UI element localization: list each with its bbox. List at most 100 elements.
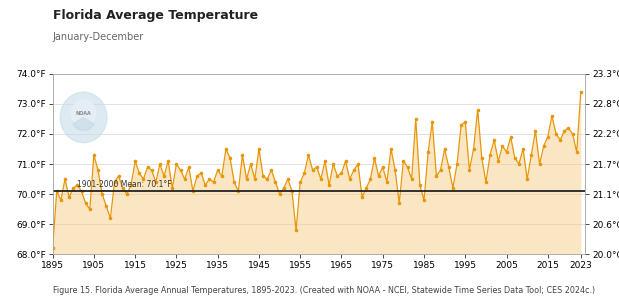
Point [114, 174, 124, 178]
Point [473, 107, 483, 112]
Point [279, 186, 288, 191]
Point [539, 144, 548, 148]
Point [481, 180, 491, 185]
Point [489, 138, 499, 142]
Point [254, 147, 264, 151]
Point [229, 180, 239, 185]
Point [85, 207, 95, 212]
Point [361, 186, 371, 191]
Point [233, 189, 243, 194]
Point [295, 180, 305, 185]
Point [477, 156, 487, 160]
Point [390, 168, 400, 172]
Point [171, 162, 181, 166]
Point [201, 183, 210, 188]
Point [151, 180, 161, 185]
Point [184, 165, 194, 169]
Point [370, 156, 379, 160]
Point [89, 153, 99, 157]
Point [378, 165, 387, 169]
Point [535, 162, 545, 166]
Point [155, 162, 165, 166]
Point [262, 177, 272, 182]
Point [411, 116, 421, 121]
Point [56, 198, 66, 203]
Point [493, 159, 503, 163]
Text: Figure 15. Florida Average Annual Temperatures, 1895-2023. (Created with NOAA - : Figure 15. Florida Average Annual Temper… [53, 286, 595, 295]
Point [225, 156, 235, 160]
Point [518, 147, 528, 151]
Point [345, 177, 355, 182]
Point [382, 180, 392, 185]
Point [287, 189, 297, 194]
Point [97, 192, 107, 197]
Point [271, 180, 280, 185]
Point [238, 153, 248, 157]
Point [555, 138, 565, 142]
Point [122, 192, 132, 197]
Point [353, 162, 363, 166]
Point [407, 177, 417, 182]
Point [419, 198, 429, 203]
Point [485, 153, 495, 157]
Point [452, 162, 462, 166]
Point [530, 129, 540, 133]
Point [399, 159, 409, 163]
Point [176, 168, 186, 172]
Point [188, 189, 198, 194]
Text: January-December: January-December [53, 32, 144, 42]
Point [448, 186, 458, 191]
Point [308, 168, 318, 172]
Point [394, 201, 404, 206]
Point [349, 168, 359, 172]
Point [543, 135, 553, 139]
Point [291, 228, 301, 233]
Point [105, 216, 115, 221]
Text: Florida Average Temperature: Florida Average Temperature [53, 9, 258, 22]
Point [52, 189, 62, 194]
Point [526, 153, 536, 157]
Point [147, 168, 157, 172]
Point [328, 162, 338, 166]
Point [126, 183, 136, 188]
Point [110, 180, 119, 185]
Point [498, 144, 508, 148]
Point [77, 189, 87, 194]
Point [337, 171, 347, 175]
Point [374, 174, 384, 178]
Point [68, 186, 78, 191]
Text: NOAA: NOAA [76, 111, 92, 116]
Point [312, 165, 322, 169]
Point [340, 159, 350, 163]
Point [72, 183, 82, 188]
Point [102, 204, 111, 209]
Point [167, 186, 177, 191]
Point [130, 159, 140, 163]
Point [139, 177, 149, 182]
Point [180, 177, 189, 182]
Wedge shape [73, 117, 94, 131]
Point [576, 89, 586, 94]
Point [213, 168, 223, 172]
Point [469, 147, 478, 151]
Point [510, 156, 520, 160]
Point [303, 153, 313, 157]
Point [439, 147, 449, 151]
Point [456, 123, 466, 127]
Point [551, 132, 561, 136]
Point [522, 177, 532, 182]
Point [204, 177, 214, 182]
Point [444, 165, 454, 169]
Point [316, 177, 326, 182]
Point [427, 119, 437, 124]
Point [163, 159, 173, 163]
Point [159, 174, 169, 178]
Point [275, 192, 285, 197]
Point [300, 171, 310, 175]
Circle shape [60, 92, 107, 143]
Point [118, 186, 128, 191]
Point [196, 171, 206, 175]
Point [134, 171, 144, 175]
Point [568, 132, 578, 136]
Point [241, 177, 251, 182]
